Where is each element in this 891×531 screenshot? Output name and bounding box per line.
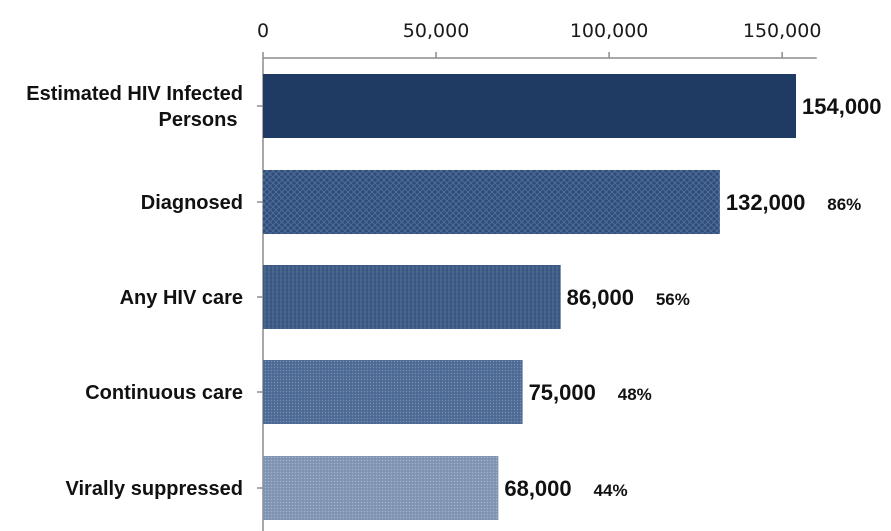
- x-tick-label: 150,000: [743, 20, 822, 42]
- bar: [263, 360, 523, 424]
- percent-label: 86%: [827, 195, 861, 214]
- bar: [263, 456, 499, 520]
- bar: [263, 170, 720, 234]
- data-label: 68,000: [504, 476, 571, 501]
- category-label: Continuous care: [85, 382, 243, 404]
- bar: [263, 74, 796, 138]
- category-label: Any HIV care: [120, 287, 243, 309]
- bars: [263, 74, 796, 520]
- x-tick-label: 100,000: [570, 20, 649, 42]
- percent-label: 48%: [618, 385, 652, 404]
- data-label: 132,000: [726, 190, 806, 215]
- bar: [263, 265, 561, 329]
- labels: Estimated HIV Infected Persons 154,000 Diag…: [26, 83, 881, 501]
- data-label: 75,000: [529, 380, 596, 405]
- category-label: Virally suppressed: [66, 478, 244, 500]
- data-label: 154,000: [802, 94, 882, 119]
- category-label: Diagnosed: [141, 192, 243, 214]
- x-tick-label: 0: [257, 20, 269, 42]
- percent-label: 56%: [656, 290, 690, 309]
- data-label: 86,000: [567, 285, 634, 310]
- percent-label: 44%: [594, 481, 628, 500]
- x-tick-label: 50,000: [403, 20, 469, 42]
- category-label: Estimated HIV Infected Persons: [26, 83, 243, 131]
